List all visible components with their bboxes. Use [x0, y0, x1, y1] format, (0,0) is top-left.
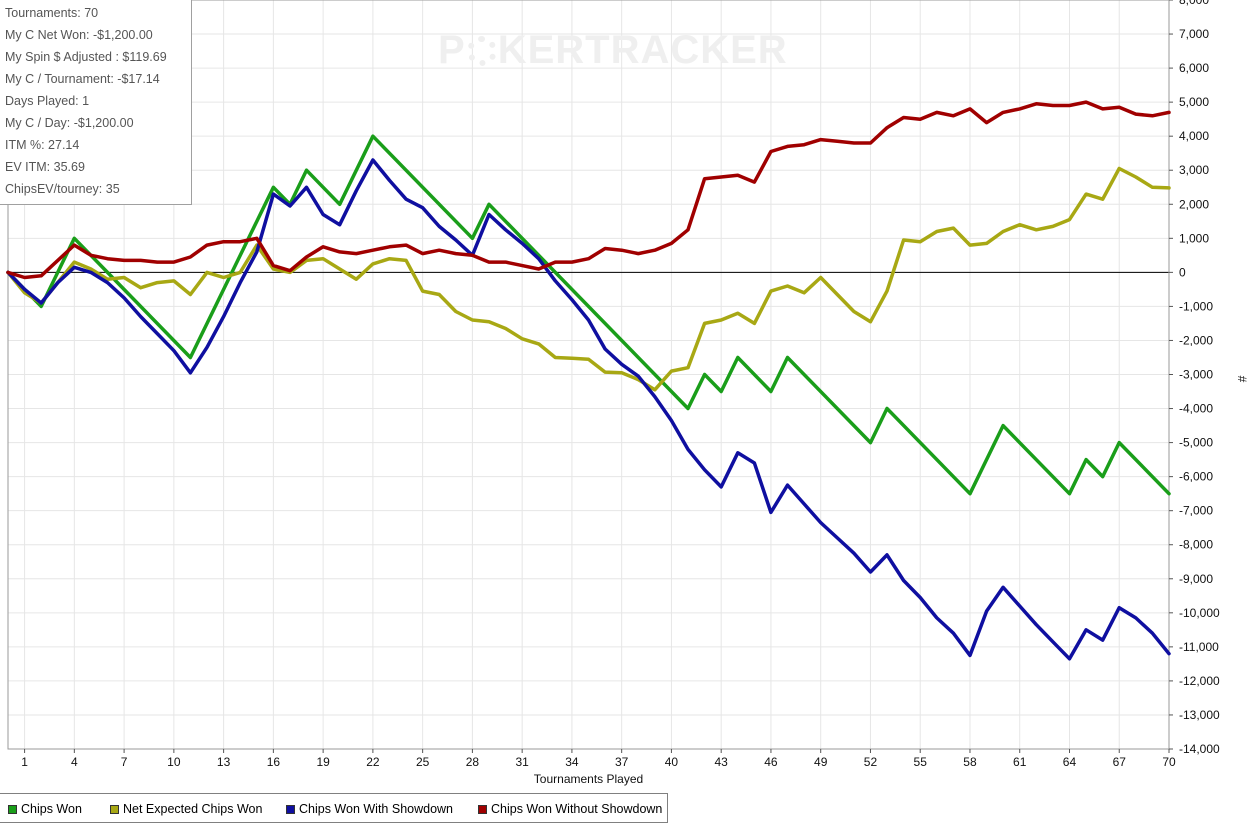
x-tick-label: 55 — [914, 755, 928, 769]
stat-spin-adjusted: My Spin $ Adjusted : $119.69 — [5, 50, 167, 64]
y-tick-label: 0 — [1179, 265, 1186, 279]
x-tick-label: 4 — [71, 755, 78, 769]
x-axis-label: Tournaments Played — [534, 772, 643, 786]
stat-days-played: Days Played: 1 — [5, 94, 90, 108]
y-tick-label: -2,000 — [1179, 333, 1213, 347]
y-tick-label: -8,000 — [1179, 538, 1213, 552]
series-line-chips-won — [6, 134, 1171, 496]
stat-itm-percent: ITM %: 27.14 — [5, 138, 80, 152]
legend-swatch — [286, 804, 295, 814]
poker-chip-icon — [466, 36, 497, 66]
x-tick-label: 22 — [366, 755, 380, 769]
y-tick-label: -1,000 — [1179, 299, 1213, 313]
y-tick-label: -4,000 — [1179, 402, 1213, 416]
x-tick-label: 37 — [615, 755, 629, 769]
series-line-chips-won-without-showdown — [6, 100, 1171, 280]
stat-ev-itm: EV ITM: 35.69 — [5, 160, 85, 174]
x-tick-label: 67 — [1113, 755, 1127, 769]
x-tick-label: 34 — [565, 755, 579, 769]
y-tick-label: -11,000 — [1179, 640, 1219, 654]
y-axis-label: # — [1235, 376, 1248, 383]
y-tick-label: 2,000 — [1179, 197, 1209, 211]
series-lines — [6, 100, 1171, 661]
y-tick-label: 1,000 — [1179, 231, 1209, 245]
x-tick-label: 16 — [267, 755, 281, 769]
stat-per-tournament: My C / Tournament: -$17.14 — [5, 72, 160, 86]
y-tick-label: -7,000 — [1179, 504, 1213, 518]
y-tick-label: -6,000 — [1179, 470, 1213, 484]
y-tick-label: -5,000 — [1179, 436, 1213, 450]
x-tick-label: 7 — [121, 755, 128, 769]
gridlines — [8, 0, 1170, 750]
x-tick-label: 13 — [217, 755, 231, 769]
x-tick-label: 25 — [416, 755, 430, 769]
legend-swatch — [478, 804, 487, 814]
series-line-net-expected-chips-won — [6, 166, 1171, 392]
series-line-chips-won-with-showdown — [6, 158, 1171, 661]
x-tick-label: 49 — [814, 755, 828, 769]
y-tick-label: -13,000 — [1179, 708, 1220, 722]
stat-chipsev-per-tourney: ChipsEV/tourney: 35 — [5, 182, 120, 196]
legend-swatch — [110, 804, 119, 814]
x-tick-label: 31 — [515, 755, 529, 769]
legend-swatch — [8, 804, 17, 814]
x-tick-label: 43 — [715, 755, 729, 769]
y-tick-label: -10,000 — [1179, 606, 1220, 620]
stat-per-day: My C / Day: -$1,200.00 — [5, 116, 134, 130]
y-tick-label: -3,000 — [1179, 368, 1213, 382]
y-tick-label: 4,000 — [1179, 129, 1209, 143]
x-tick-label: 1 — [21, 755, 28, 769]
stats-panel: Tournaments: 70 My C Net Won: -$1,200.00… — [0, 0, 192, 205]
x-tick-label: 64 — [1063, 755, 1077, 769]
legend-item-without-showdown[interactable]: Chips Won Without Showdown — [478, 802, 662, 816]
x-tick-label: 70 — [1162, 755, 1176, 769]
legend-item-net-expected[interactable]: Net Expected Chips Won — [110, 802, 262, 816]
x-tick-label: 28 — [466, 755, 480, 769]
x-tick-label: 61 — [1013, 755, 1027, 769]
pokertracker-watermark: P KERTRACKER — [438, 28, 788, 72]
y-tick-label: 7,000 — [1179, 27, 1209, 41]
y-tick-label: -12,000 — [1179, 674, 1220, 688]
y-tick-label: 3,000 — [1179, 163, 1209, 177]
y-tick-label: 6,000 — [1179, 61, 1209, 75]
x-tick-label: 52 — [864, 755, 878, 769]
stat-tournaments: Tournaments: 70 — [5, 6, 99, 20]
x-tick-label: 10 — [167, 755, 181, 769]
x-tick-label: 46 — [764, 755, 778, 769]
y-tick-label: -9,000 — [1179, 572, 1213, 586]
stat-net-won: My C Net Won: -$1,200.00 — [5, 28, 153, 42]
chart-legend: Chips Won Net Expected Chips Won Chips W… — [0, 793, 668, 823]
legend-item-chips-won[interactable]: Chips Won — [8, 802, 82, 816]
x-tick-label: 40 — [665, 755, 679, 769]
y-tick-label: -14,000 — [1179, 742, 1220, 756]
legend-item-with-showdown[interactable]: Chips Won With Showdown — [286, 802, 453, 816]
x-tick-label: 19 — [316, 755, 330, 769]
y-tick-label: 8,000 — [1179, 0, 1209, 7]
y-tick-label: 5,000 — [1179, 95, 1209, 109]
x-tick-label: 58 — [963, 755, 977, 769]
axes: 8,000 7,000 6,000 5,000 4,000 3,000 2,000 1,000… — [21, 0, 1220, 769]
